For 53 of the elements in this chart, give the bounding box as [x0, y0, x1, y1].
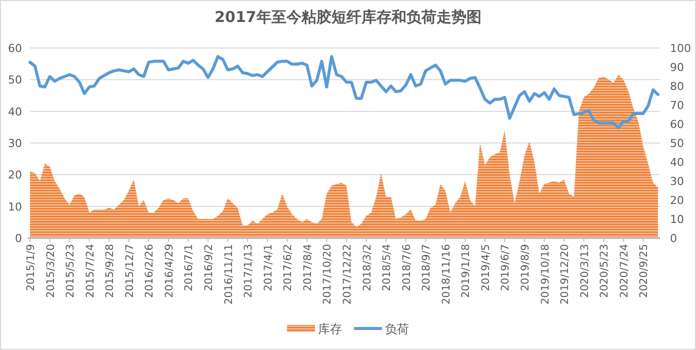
- x-tick-label: 2017/12/22: [341, 244, 354, 305]
- legend-label: 负荷: [385, 322, 409, 336]
- y2-tick-label: 20: [670, 194, 684, 207]
- y-tick-label: 30: [8, 137, 22, 150]
- legend-label: 库存: [318, 322, 342, 336]
- x-tick-label: 2020/7/24: [618, 244, 630, 298]
- y2-tick-label: 0: [670, 232, 677, 245]
- y2-tick-label: 30: [670, 175, 684, 188]
- x-tick-label: 2018/9/7: [420, 244, 433, 292]
- x-tick-label: 2016/2/26: [144, 244, 156, 298]
- y2-tick-label: 50: [670, 137, 684, 150]
- x-tick-label: 2017/8/4: [302, 244, 314, 292]
- x-tick-label: 2018/11/16: [440, 244, 452, 305]
- x-tick-label: 2019/10/18: [539, 244, 552, 305]
- x-tick-label: 2018/7/6: [400, 244, 413, 292]
- x-tick-label: 2016/11/11: [222, 244, 235, 305]
- y-tick-label: 50: [8, 74, 22, 87]
- x-tick-label: 2015/7/24: [84, 244, 96, 298]
- x-tick-label: 2015/3/20: [44, 244, 57, 298]
- x-tick-label: 2018/5/4: [381, 244, 394, 292]
- x-tick-label: 2016/7/1: [183, 244, 196, 292]
- x-tick-label: 2020/3/13: [578, 244, 591, 298]
- y-tick-label: 0: [15, 232, 22, 245]
- x-tick-label: 2017/6/2: [282, 244, 294, 292]
- x-tick-label: 2015/1/9: [25, 244, 37, 292]
- x-tick-label: 2019/1/18: [460, 244, 472, 298]
- x-tick-label: 2018/3/2: [361, 244, 374, 292]
- y2-tick-label: 80: [670, 80, 684, 93]
- y2-tick-label: 100: [670, 42, 691, 55]
- x-tick-label: 2020/5/23: [598, 244, 611, 298]
- y2-tick-label: 40: [670, 156, 684, 169]
- x-tick-label: 2019/12/20: [559, 244, 572, 305]
- x-tick-label: 2017/10/20: [322, 244, 334, 305]
- x-tick-label: 2015/5/23: [64, 244, 77, 298]
- chart-title: 2017年至今粘胶短纤库存和负荷走势图: [214, 8, 482, 26]
- y2-tick-label: 10: [670, 213, 684, 226]
- y-tick-label: 10: [8, 200, 22, 214]
- x-tick-label: 2019/4/5: [480, 244, 492, 292]
- x-tick-label: 2015/9/28: [104, 244, 116, 298]
- x-tick-label: 2019/6/7: [500, 244, 512, 292]
- x-tick-label: 2015/12/7: [124, 244, 136, 298]
- y2-tick-label: 90: [670, 61, 684, 74]
- y-tick-label: 60: [8, 42, 22, 55]
- x-tick-label: 2016/9/2: [203, 244, 216, 292]
- x-tick-label: 2019/8/9: [519, 244, 532, 292]
- y2-tick-label: 70: [670, 99, 684, 112]
- x-tick-label: 2017/1/13: [242, 244, 255, 298]
- y2-tick-label: 60: [670, 118, 684, 131]
- x-tick-label: 2016/4/29: [163, 244, 176, 298]
- x-tick-label: 2017/4/1: [262, 244, 274, 292]
- x-tick-label: 2020/9/25: [638, 244, 650, 298]
- y-tick-label: 40: [8, 105, 22, 118]
- y-tick-label: 20: [8, 168, 22, 182]
